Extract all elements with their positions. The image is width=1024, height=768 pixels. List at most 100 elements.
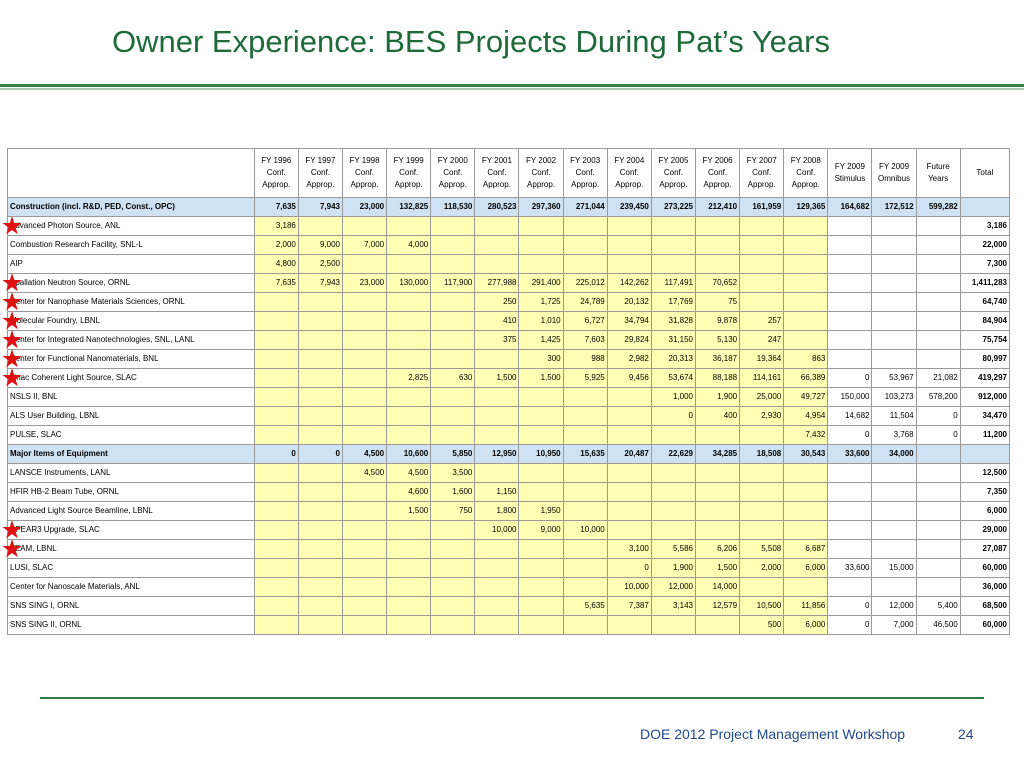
table-cell bbox=[871, 235, 917, 255]
table-cell bbox=[739, 425, 785, 445]
table-cell bbox=[606, 615, 652, 635]
table-cell: 17,769 bbox=[650, 292, 696, 312]
table-cell: 2,982 bbox=[606, 349, 652, 369]
total-cell: 912,000 bbox=[959, 387, 1011, 407]
table-cell: 277,988 bbox=[474, 273, 520, 293]
table-cell bbox=[474, 235, 520, 255]
table-cell: 7,635 bbox=[253, 197, 299, 217]
table-cell bbox=[739, 577, 785, 597]
table-cell bbox=[871, 311, 917, 331]
table-cell: 23,000 bbox=[341, 273, 388, 293]
total-cell: 34,470 bbox=[959, 406, 1011, 426]
table-cell bbox=[430, 615, 476, 635]
table-cell bbox=[650, 425, 696, 445]
table-cell: 5,925 bbox=[562, 368, 608, 388]
table-cell bbox=[871, 292, 917, 312]
table-cell: 291,400 bbox=[518, 273, 564, 293]
table-cell bbox=[562, 615, 608, 635]
table-cell bbox=[341, 216, 388, 236]
table-cell bbox=[562, 216, 608, 236]
table-cell bbox=[386, 406, 432, 426]
table-cell bbox=[827, 349, 873, 369]
project-name: Advanced Light Source Beamline, LBNL bbox=[7, 501, 255, 521]
table-cell: 31,828 bbox=[650, 311, 696, 331]
total-cell: 11,200 bbox=[959, 425, 1011, 445]
table-cell bbox=[474, 425, 520, 445]
table-cell bbox=[518, 216, 564, 236]
table-cell bbox=[430, 520, 476, 540]
table-cell bbox=[341, 292, 388, 312]
table-cell bbox=[430, 235, 476, 255]
table-cell: 117,900 bbox=[430, 273, 476, 293]
table-cell: 212,410 bbox=[694, 197, 741, 217]
table-cell: 14,000 bbox=[694, 577, 741, 597]
table-cell bbox=[562, 482, 608, 502]
table-cell bbox=[474, 577, 520, 597]
table-cell bbox=[297, 292, 343, 312]
table-row: Molecular Foundry, LBNL 410 1,010 6,727 34,7… bbox=[7, 311, 1011, 331]
table-cell bbox=[253, 482, 299, 502]
table-cell bbox=[341, 577, 388, 597]
project-name: AIP bbox=[7, 254, 255, 274]
table-cell: 20,132 bbox=[606, 292, 652, 312]
table-cell bbox=[253, 349, 299, 369]
project-name: LANSCE Instruments, LANL bbox=[7, 463, 255, 483]
table-cell: 19,364 bbox=[739, 349, 785, 369]
table-cell bbox=[474, 596, 520, 616]
total-cell: 6,000 bbox=[959, 501, 1011, 521]
table-cell bbox=[650, 254, 696, 274]
table-cell bbox=[606, 425, 652, 445]
table-cell bbox=[253, 463, 299, 483]
table-cell bbox=[871, 216, 917, 236]
table-cell: 4,000 bbox=[386, 235, 432, 255]
table-cell: 20,487 bbox=[606, 444, 652, 464]
table-cell: 863 bbox=[783, 349, 829, 369]
project-name: Linac Coherent Light Source, SLAC bbox=[7, 368, 255, 388]
table-cell bbox=[694, 501, 741, 521]
header-project bbox=[7, 148, 255, 198]
total-cell: 60,000 bbox=[959, 615, 1011, 635]
header-column: FY 2002 Conf. Approp. bbox=[518, 148, 564, 198]
total-cell: 7,350 bbox=[959, 482, 1011, 502]
table-cell bbox=[915, 539, 961, 559]
table-cell: 9,000 bbox=[518, 520, 564, 540]
table-cell bbox=[871, 254, 917, 274]
table-cell bbox=[783, 520, 829, 540]
table-cell bbox=[518, 463, 564, 483]
table-cell bbox=[562, 235, 608, 255]
table-cell: 36,187 bbox=[694, 349, 741, 369]
table-row: Center for Nanophase Materials Sciences,… bbox=[7, 292, 1011, 312]
table-cell bbox=[694, 520, 741, 540]
table-cell: 4,500 bbox=[341, 444, 388, 464]
table-cell: 410 bbox=[474, 311, 520, 331]
table-row: Advanced Photon Source, ANL 3,186 3,186 bbox=[7, 216, 1011, 236]
header-column: FY 2009 Omnibus bbox=[871, 148, 917, 198]
table-cell bbox=[650, 482, 696, 502]
table-cell bbox=[562, 254, 608, 274]
table-row: SPEAR3 Upgrade, SLAC 10,000 9,000 10,000 29,… bbox=[7, 520, 1011, 540]
table-cell bbox=[518, 425, 564, 445]
table-cell: 2,500 bbox=[297, 254, 343, 274]
table-cell bbox=[297, 311, 343, 331]
table-cell: 34,000 bbox=[871, 444, 917, 464]
table-cell: 273,225 bbox=[650, 197, 696, 217]
table-cell: 4,600 bbox=[386, 482, 432, 502]
project-name: Center for Nanophase Materials Sciences,… bbox=[7, 292, 255, 312]
table-cell bbox=[783, 482, 829, 502]
table-cell bbox=[694, 425, 741, 445]
table-cell: 0 bbox=[253, 444, 299, 464]
table-cell bbox=[341, 311, 388, 331]
table-cell bbox=[430, 577, 476, 597]
table-cell bbox=[474, 254, 520, 274]
table-cell: 300 bbox=[518, 349, 564, 369]
table-cell bbox=[871, 520, 917, 540]
table-cell bbox=[341, 520, 388, 540]
table-cell bbox=[562, 501, 608, 521]
header-column: FY 2008 Conf. Approp. bbox=[783, 148, 829, 198]
table-cell bbox=[253, 615, 299, 635]
table-cell bbox=[253, 406, 299, 426]
table-cell: 12,000 bbox=[871, 596, 917, 616]
table-cell: 1,900 bbox=[650, 558, 696, 578]
table-cell bbox=[253, 501, 299, 521]
table-cell bbox=[783, 330, 829, 350]
